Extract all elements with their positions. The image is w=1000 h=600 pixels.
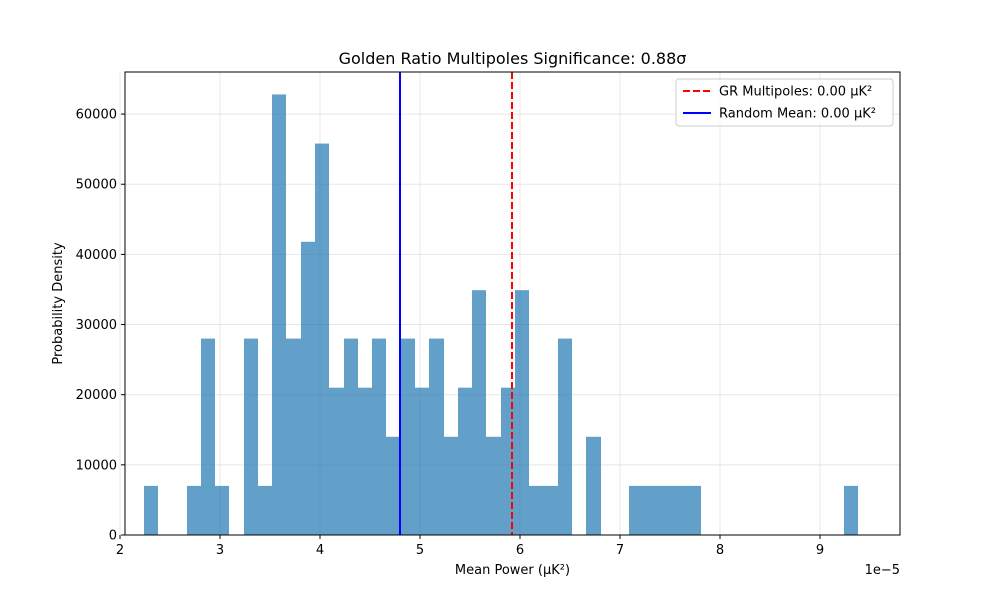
x-tick-label: 6 [516, 543, 524, 558]
histogram-bar [415, 387, 429, 535]
histogram-bar [344, 338, 358, 535]
legend-label-gr-multipoles: GR Multipoles: 0.00 μK² [719, 85, 872, 100]
histogram-bar [629, 485, 644, 535]
x-tick-label: 2 [116, 543, 124, 558]
y-tick-label: 0 [109, 529, 117, 544]
histogram-bar [672, 485, 686, 535]
histogram-bar [529, 485, 544, 535]
x-axis-offset-label: 1e−5 [865, 563, 900, 578]
x-tick-label: 5 [416, 543, 424, 558]
histogram-bar [372, 338, 386, 535]
histogram-bar [215, 485, 229, 535]
histogram-bar [272, 94, 286, 535]
histogram-bar [544, 485, 558, 535]
y-axis-label: Probability Density [51, 242, 66, 365]
histogram-bar [472, 290, 486, 535]
reference-lines [399, 72, 513, 535]
histogram-bar [301, 241, 315, 535]
histogram-bar [458, 387, 472, 535]
histogram-bar [386, 436, 401, 535]
histogram-bar [315, 143, 329, 535]
histogram-bar [658, 485, 672, 535]
y-tick-label: 50000 [76, 178, 117, 193]
histogram-bar [486, 436, 501, 535]
histogram-bar [144, 485, 158, 535]
histogram-bar [844, 485, 858, 535]
y-tick-label: 10000 [76, 458, 117, 473]
axis-ticks: 2 3 4 5 6 7 8 9 0 10000 20000 30000 40000 50000 60000 [76, 108, 825, 558]
histogram-bar [401, 338, 415, 535]
y-tick-label: 40000 [76, 248, 117, 263]
legend: GR Multipoles: 0.00 μK² Random Mean: 0.0… [675, 78, 894, 127]
histogram-bars [144, 94, 858, 535]
histogram-bar [429, 338, 444, 535]
plot-frame [124, 71, 901, 536]
histogram-bar [444, 436, 458, 535]
x-axis-label: Mean Power (μK²) [455, 563, 570, 578]
histogram-bar [558, 338, 572, 535]
legend-box [675, 78, 894, 127]
histogram-bar [586, 436, 601, 535]
legend-label-random-mean: Random Mean: 0.00 μK² [719, 107, 876, 122]
histogram-bar [686, 485, 701, 535]
histogram-bar [286, 338, 301, 535]
histogram-bar [258, 485, 272, 535]
x-tick-label: 9 [816, 543, 824, 558]
histogram-bar [515, 290, 529, 535]
y-tick-label: 30000 [76, 318, 117, 333]
histogram-bar [187, 485, 201, 535]
histogram-bar [244, 338, 258, 535]
x-tick-label: 8 [716, 543, 724, 558]
histogram-bar [329, 387, 344, 535]
x-tick-label: 3 [216, 543, 224, 558]
chart-title: Golden Ratio Multipoles Significance: 0.… [339, 49, 687, 68]
y-tick-label: 60000 [76, 108, 117, 123]
histogram-bar [644, 485, 658, 535]
x-tick-label: 4 [316, 543, 324, 558]
x-tick-label: 7 [616, 543, 624, 558]
histogram-bar [358, 387, 372, 535]
histogram-bar [201, 338, 215, 535]
y-tick-label: 20000 [76, 388, 117, 403]
